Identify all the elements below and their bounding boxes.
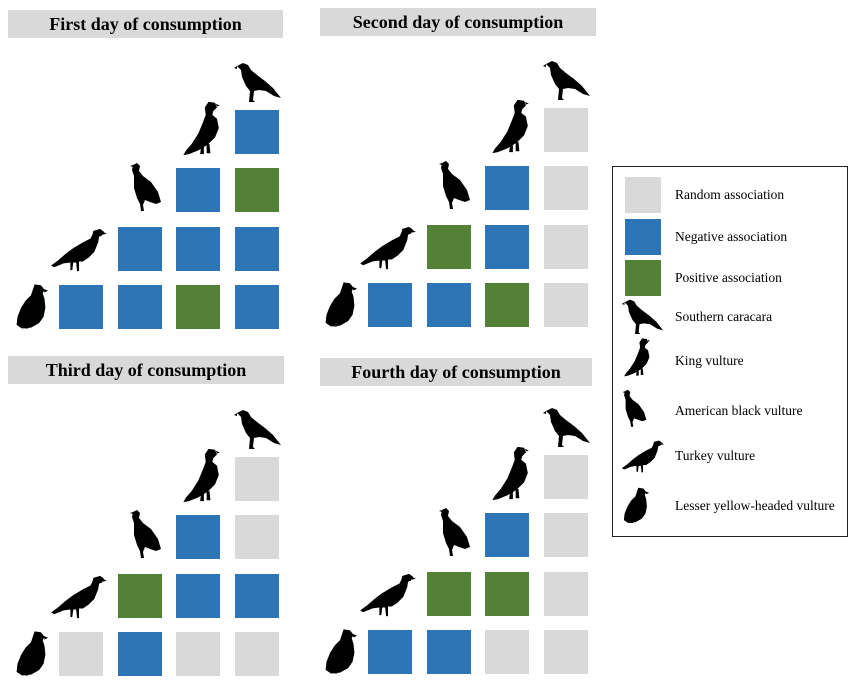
association-cell-random — [543, 166, 588, 210]
turkey-vulture-icon — [50, 227, 108, 273]
legend-label-positive: Positive association — [675, 270, 782, 285]
association-cell-negative — [176, 168, 220, 212]
association-cell-random — [59, 632, 103, 676]
southern-caracara-icon — [621, 297, 665, 336]
king-vulture-icon — [179, 447, 225, 503]
association-cell-negative — [59, 285, 103, 329]
turkey-vulture-icon — [359, 225, 417, 271]
panel-title-fourth-day: Fourth day of consumption — [320, 358, 592, 386]
southern-caracara-icon — [233, 407, 283, 451]
association-cell-negative — [234, 226, 279, 271]
association-cell-positive — [485, 571, 529, 616]
association-cell-random — [234, 632, 279, 676]
association-cell-positive — [234, 168, 279, 212]
legend-label-negative: Negative association — [675, 229, 788, 244]
legend-label-random: Random association — [675, 187, 785, 202]
legend-label-king-vulture: King vulture — [675, 353, 744, 368]
legend: Random association Negative association … — [612, 166, 848, 537]
association-cell-negative — [117, 285, 162, 329]
lesser-yellow-headed-vulture-icon — [13, 628, 49, 678]
association-cell-positive — [426, 224, 471, 269]
legend-label-southern-caracara: Southern caracara — [675, 309, 773, 324]
legend-swatch-negative — [625, 219, 661, 255]
lesser-yellow-headed-vulture-icon — [621, 485, 650, 525]
panel-title-second-day: Second day of consumption — [320, 8, 596, 36]
association-cell-random — [543, 571, 588, 616]
association-cell-negative — [485, 224, 529, 269]
turkey-vulture-icon — [50, 574, 108, 620]
association-cell-random — [543, 107, 588, 152]
association-cell-random — [543, 224, 588, 269]
lesser-yellow-headed-vulture-icon — [322, 279, 358, 329]
association-cell-negative — [234, 573, 279, 618]
association-cell-random — [176, 632, 220, 676]
king-vulture-icon — [621, 337, 654, 377]
association-cell-random — [543, 454, 588, 499]
southern-caracara-icon — [542, 58, 592, 102]
association-cell-negative — [485, 166, 529, 210]
legend-swatch-positive — [625, 260, 661, 296]
american-black-vulture-icon — [128, 162, 166, 214]
king-vulture-icon — [488, 98, 534, 154]
association-cell-negative — [234, 285, 279, 329]
association-cell-negative — [426, 630, 471, 674]
association-cell-negative — [368, 630, 412, 674]
king-vulture-icon — [488, 445, 534, 501]
association-cell-negative — [426, 283, 471, 327]
legend-label-turkey-vulture: Turkey vulture — [675, 448, 756, 463]
southern-caracara-icon — [233, 60, 283, 104]
legend-label-lesser-yellow-headed-vulture: Lesser yellow-headed vulture — [675, 498, 835, 513]
association-cell-positive — [485, 283, 529, 327]
association-cell-random — [234, 515, 279, 559]
panel-title-first-day: First day of consumption — [8, 10, 283, 38]
association-cell-negative — [176, 226, 220, 271]
association-cell-negative — [176, 515, 220, 559]
legend-label-american-black-vulture: American black vulture — [675, 403, 803, 418]
association-cell-negative — [485, 513, 529, 557]
american-black-vulture-icon — [621, 389, 650, 429]
southern-caracara-icon — [542, 405, 592, 449]
association-cell-positive — [117, 573, 162, 618]
association-cell-negative — [117, 226, 162, 271]
association-cell-random — [234, 456, 279, 501]
turkey-vulture-icon — [621, 439, 665, 474]
panel-title-third-day: Third day of consumption — [8, 356, 284, 384]
association-cell-random — [543, 513, 588, 557]
association-cell-negative — [234, 109, 279, 154]
american-black-vulture-icon — [437, 507, 475, 559]
association-cell-negative — [117, 632, 162, 676]
american-black-vulture-icon — [128, 509, 166, 561]
association-cell-negative — [176, 573, 220, 618]
turkey-vulture-icon — [359, 572, 417, 618]
association-cell-random — [543, 283, 588, 327]
association-cell-positive — [426, 571, 471, 616]
association-cell-random — [485, 630, 529, 674]
lesser-yellow-headed-vulture-icon — [322, 626, 358, 676]
association-cell-positive — [176, 285, 220, 329]
association-cell-random — [543, 630, 588, 674]
legend-swatch-random — [625, 177, 661, 213]
king-vulture-icon — [179, 100, 225, 156]
american-black-vulture-icon — [437, 160, 475, 212]
lesser-yellow-headed-vulture-icon — [13, 281, 49, 331]
association-cell-negative — [368, 283, 412, 327]
